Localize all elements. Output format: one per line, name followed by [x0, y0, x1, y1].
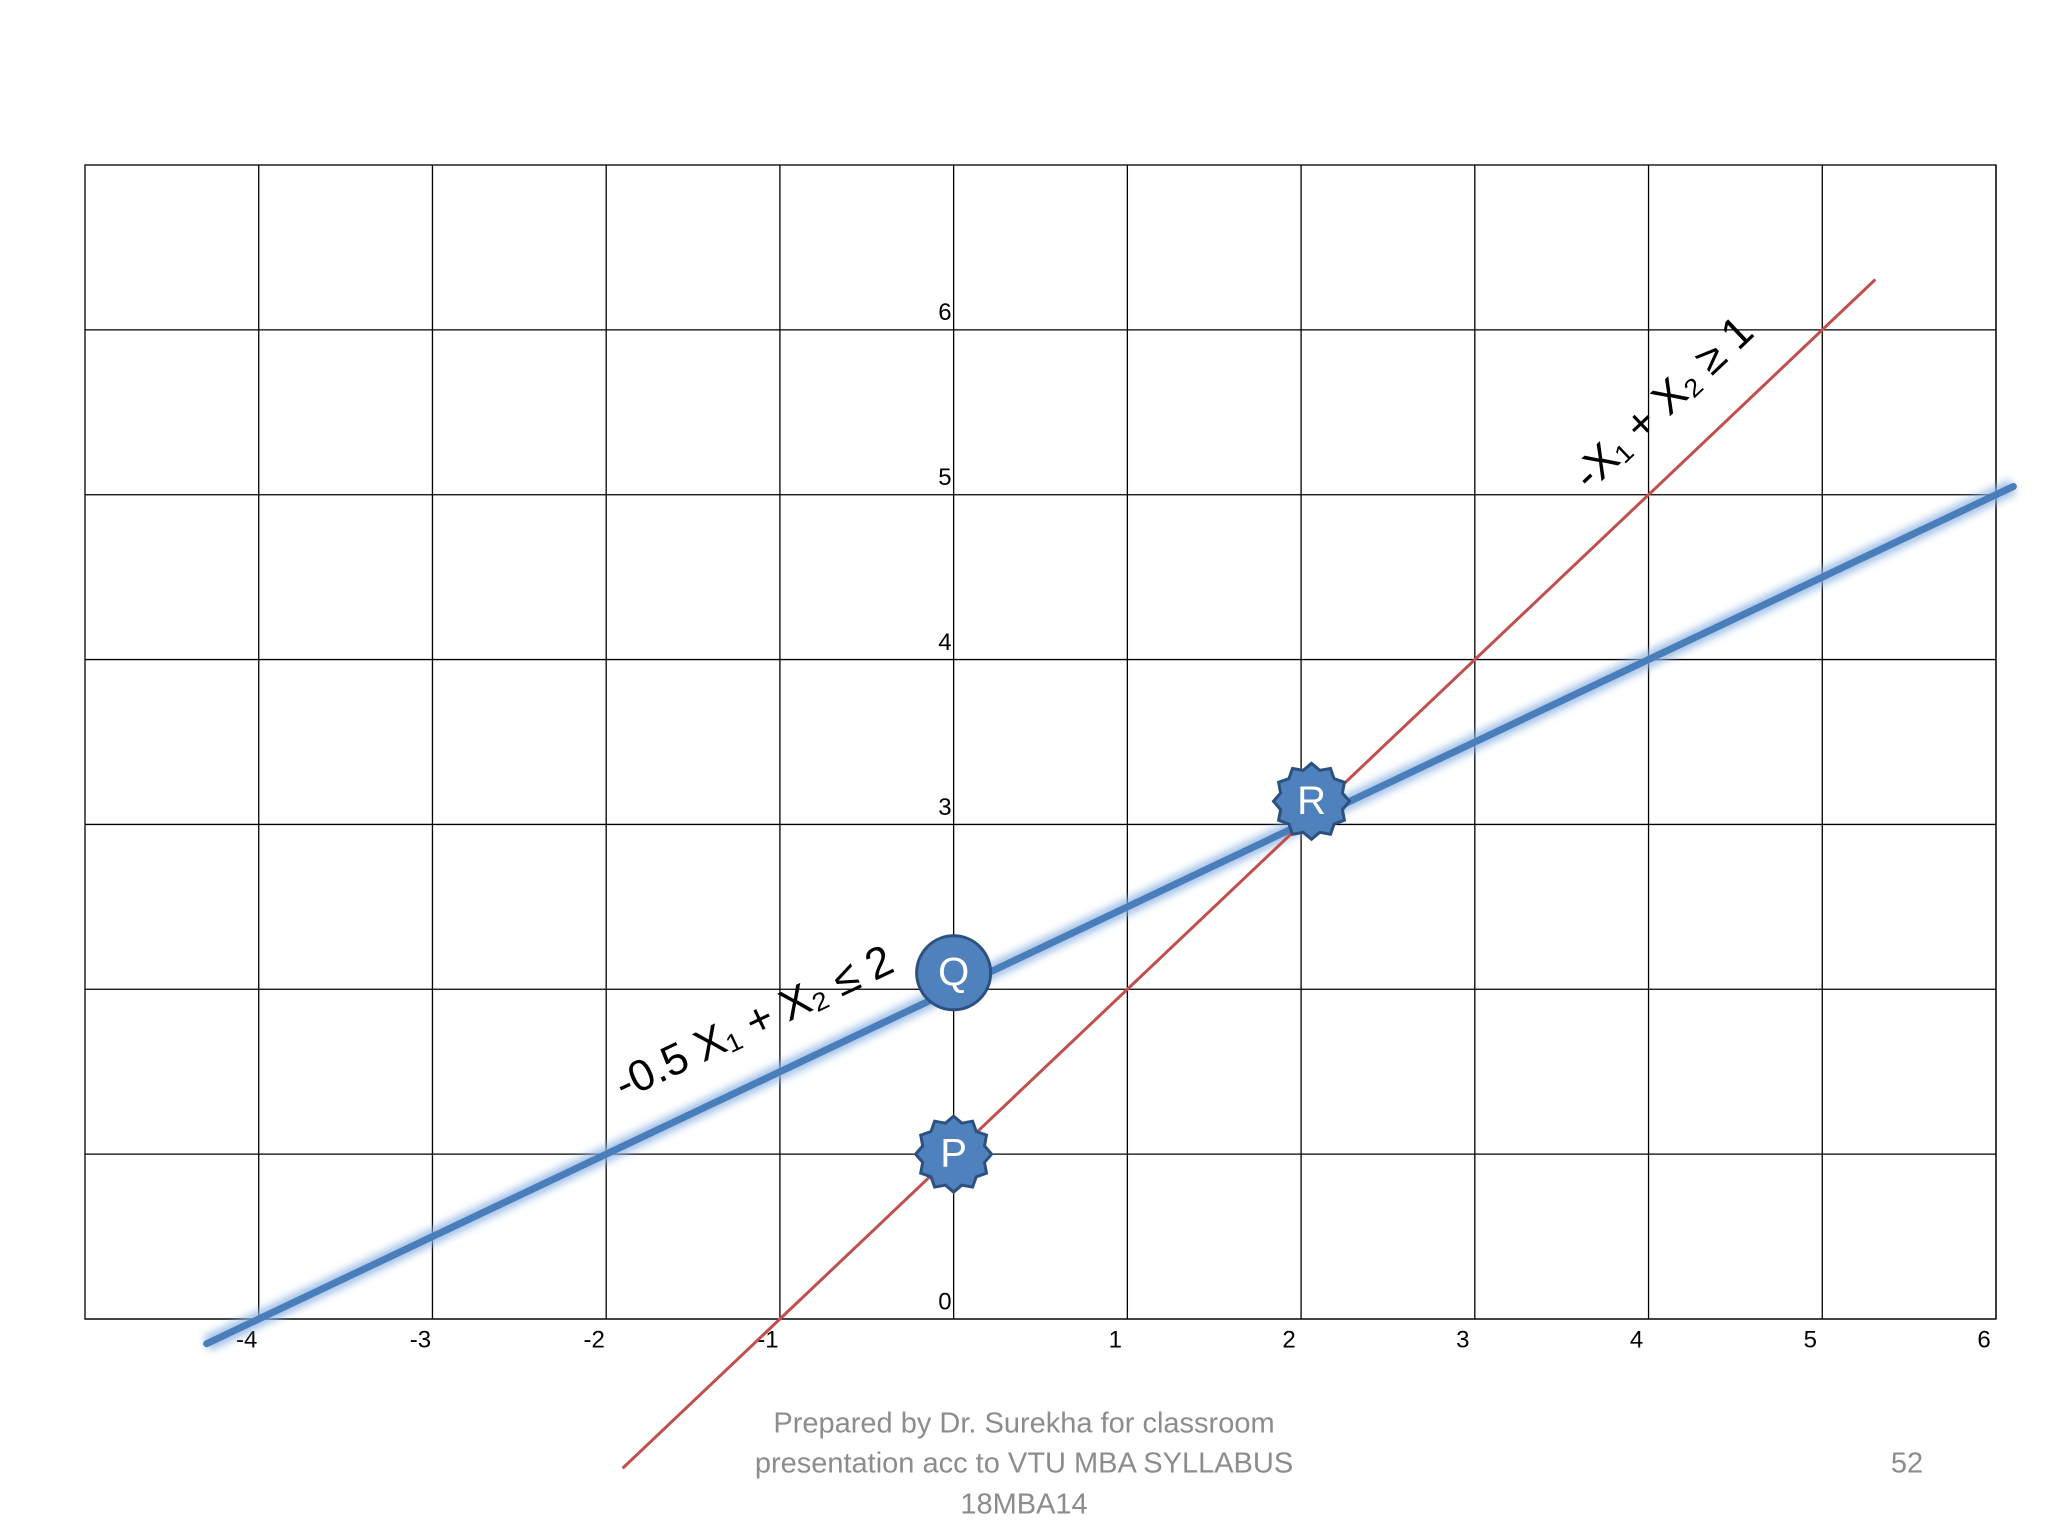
footer-line: 18MBA14	[960, 1489, 1087, 1521]
y-tick-label: 6	[938, 299, 951, 326]
point-label: P	[940, 1132, 967, 1176]
x-tick-label: 4	[1630, 1326, 1643, 1353]
constraint-label: -X₁ + X₂ ≥ 1	[1563, 306, 1762, 499]
point-marker	[1271, 761, 1352, 842]
x-tick-label: -1	[757, 1326, 778, 1353]
y-tick-label: 5	[938, 464, 951, 491]
point-label: R	[1297, 779, 1326, 823]
x-tick-label: 5	[1804, 1326, 1817, 1353]
y-tick-label: 3	[938, 794, 951, 821]
y-tick-label: 0	[938, 1288, 951, 1315]
x-tick-label: 1	[1109, 1326, 1122, 1353]
y-tick-label: 4	[938, 629, 951, 656]
x-tick-label: 3	[1456, 1326, 1469, 1353]
x-tick-label: -2	[584, 1326, 605, 1353]
point-marker	[915, 934, 993, 1012]
footer-line: presentation acc to VTU MBA SYLLABUS	[755, 1448, 1293, 1480]
x-tick-label: -3	[410, 1326, 431, 1353]
markers: P Q R	[913, 761, 1352, 1195]
lines: -0.5 X₁ + X₂ ≤ 2-X₁ + X₂ ≥ 1	[203, 278, 2017, 1469]
x-tick-label: 2	[1282, 1326, 1295, 1353]
grid: -4-3-2-11234560123456	[84, 164, 1997, 1353]
page-number: 52	[1891, 1448, 1923, 1480]
footer-line: Prepared by Dr. Surekha for classroom	[773, 1408, 1274, 1440]
series-line	[203, 482, 2017, 1348]
series-line	[622, 278, 1876, 1469]
x-tick-label: 6	[1977, 1326, 1990, 1353]
point-marker	[913, 1114, 994, 1195]
point-label: Q	[938, 950, 969, 994]
